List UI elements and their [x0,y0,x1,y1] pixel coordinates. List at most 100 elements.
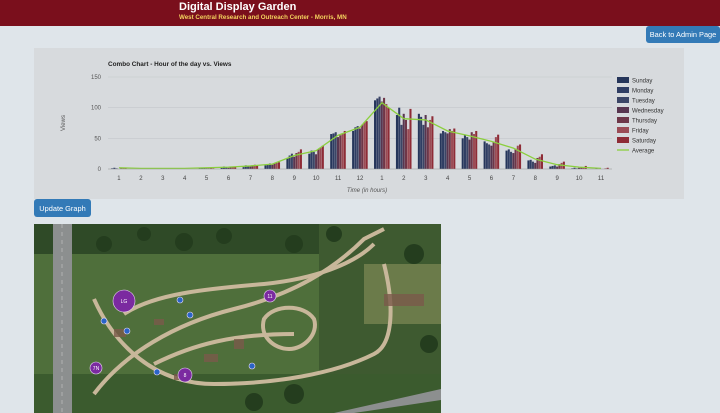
bar-monday [507,149,510,169]
map-marker[interactable] [100,317,108,325]
map-marker-label: 8 [184,373,187,379]
bar-tuesday [488,144,491,169]
bar-sunday [571,168,574,169]
bar-wednesday [578,167,581,169]
bar-wednesday [271,164,274,169]
bar-saturday [540,154,543,169]
bar-saturday [519,144,522,169]
bar-sunday [111,168,114,169]
map-marker[interactable] [89,361,103,375]
bar-sunday [483,141,486,169]
bar-monday [442,130,445,169]
x-tick-label: 10 [576,176,583,182]
bar-friday [231,166,234,169]
map-marker-label: LG [121,299,128,305]
garden-map[interactable]: LG 11 7N 8 [34,224,441,413]
site-title: Digital Display Garden [179,1,297,13]
bar-tuesday [531,161,534,169]
y-tick-label: 50 [94,136,101,142]
bar-saturday [606,167,609,169]
x-tick-label: 5 [205,176,209,182]
bar-sunday [286,157,289,169]
map-marker[interactable] [112,289,136,313]
x-tick-label: 7 [249,176,253,182]
bar-saturday [365,121,368,169]
bar-wednesday [490,145,493,169]
map-marker[interactable] [153,368,161,376]
map-marker[interactable] [176,296,184,304]
bar-wednesday [249,166,252,169]
bar-thursday [514,148,517,169]
bar-saturday [277,162,281,169]
x-tick-label: 2 [139,176,143,182]
bar-sunday [220,167,223,169]
bar-monday [376,98,379,169]
bar-saturday [343,130,346,169]
bar-tuesday [290,153,293,169]
x-tick-label: 8 [534,176,538,182]
x-tick-label: 1 [380,176,384,182]
x-tick-label: 9 [293,176,297,182]
bar-thursday [339,135,342,169]
bar-thursday [229,167,232,169]
combo-chart: Combo Chart - Hour of the day vs. Views 0… [61,61,664,194]
bar-thursday [492,142,495,169]
bar-wednesday [468,139,471,169]
bar-monday [266,164,269,169]
bar-thursday [470,132,473,169]
bar-sunday [395,115,398,169]
bar-saturday [212,168,215,169]
bar-thursday [404,119,408,169]
bar-saturday [299,149,302,169]
bar-friday [275,162,278,169]
bar-sunday [549,166,552,169]
bar-thursday [426,127,429,169]
legend-swatch [617,77,629,83]
legend-swatch [617,107,629,113]
map-marker[interactable] [177,367,193,383]
x-tick-label: 3 [424,176,428,182]
bar-friday [341,133,344,169]
bar-wednesday [315,154,318,169]
bar-wednesday [512,153,515,169]
update-graph-button[interactable]: Update Graph [34,199,91,217]
bar-thursday [207,168,210,169]
bar-tuesday [422,124,425,169]
bar-saturday [497,134,500,169]
x-tick-label: 4 [183,176,187,182]
legend-label: Saturday [632,139,656,145]
x-tick-label: 1 [117,176,121,182]
bar-tuesday [115,168,118,169]
header-bar [0,0,720,26]
bar-sunday [527,160,530,169]
bar-friday [582,167,585,169]
map-marker[interactable] [248,362,256,370]
legend-label: Wednesday [632,109,664,115]
bar-saturday [321,145,324,169]
x-tick-label: 5 [468,176,472,182]
bar-tuesday [575,168,578,169]
bar-friday [407,129,410,169]
x-axis-label: Time (in hours) [347,188,387,194]
bar-wednesday [227,167,230,169]
x-tick-label: 6 [227,176,231,182]
bar-sunday [439,133,442,169]
bar-monday [551,165,554,169]
bar-tuesday [553,165,556,169]
bar-thursday [251,165,254,169]
map-marker[interactable] [263,289,277,303]
bar-tuesday [334,132,337,169]
x-tick-label: 11 [598,176,605,182]
bar-friday [253,164,256,169]
bar-sunday [330,134,333,169]
bar-friday [363,122,366,169]
map-marker[interactable] [186,311,194,319]
bar-monday [420,116,423,169]
map-marker[interactable] [123,327,131,335]
legend-label: Monday [632,89,653,95]
bar-tuesday [356,126,359,169]
bar-monday [463,135,466,169]
back-to-admin-button[interactable]: Back to Admin Page [646,26,720,43]
bar-tuesday [247,165,250,169]
x-tick-label: 3 [161,176,165,182]
